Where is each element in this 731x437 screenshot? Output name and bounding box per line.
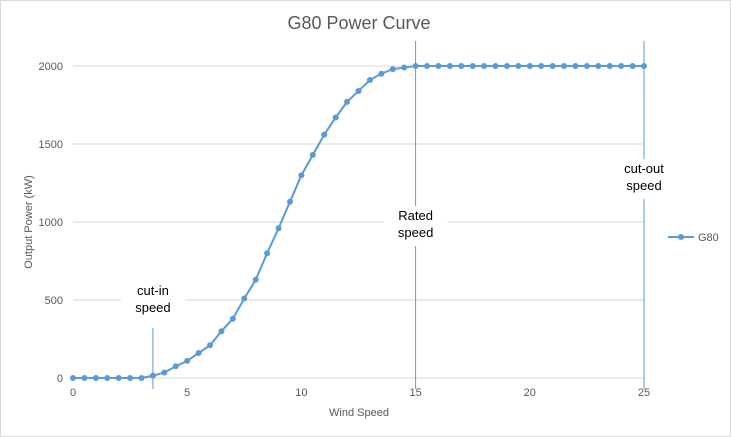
data-point (583, 63, 590, 69)
data-point (104, 375, 111, 381)
annotation-rated-line: speed (398, 225, 433, 240)
x-axis-label: Wind Speed (329, 407, 389, 419)
data-point (561, 63, 568, 69)
x-tick-label: 25 (638, 387, 650, 399)
annotation-cut-in-line: speed (135, 300, 170, 315)
annotation-rated-line: Rated (398, 208, 433, 223)
annotations: cut-in speed Rated speed cut-out speed (120, 159, 676, 321)
data-point (446, 63, 453, 69)
data-point (264, 250, 271, 257)
y-tick-label: 1000 (39, 217, 63, 229)
y-axis-label: Output Power (kW) (23, 175, 35, 269)
data-point (229, 315, 236, 322)
data-point (241, 295, 248, 302)
data-point (595, 63, 602, 69)
annotation-cut-in-line: cut-in (137, 283, 169, 298)
annotation-cut-out-line: speed (626, 178, 661, 193)
chart-title: G80 Power Curve (287, 13, 430, 33)
data-point (618, 63, 625, 69)
annotation-bg-cut-in (120, 281, 185, 321)
data-point (252, 276, 259, 283)
data-point (401, 64, 408, 71)
data-point (572, 63, 579, 69)
data-point (378, 70, 385, 77)
data-point (366, 77, 373, 84)
data-point (492, 63, 499, 69)
data-point (355, 87, 362, 94)
y-tick-label: 1500 (39, 139, 63, 151)
data-point (298, 172, 305, 179)
annotation-cut-out-line: cut-out (624, 161, 664, 176)
annotation-bg-rated (383, 206, 448, 246)
series-layer (70, 63, 647, 381)
data-point (481, 63, 488, 69)
data-point (115, 375, 122, 381)
x-tick-label: 15 (409, 387, 421, 399)
data-point (538, 63, 545, 69)
data-point (424, 63, 431, 69)
data-point (458, 63, 465, 69)
data-point (435, 63, 442, 69)
data-point (207, 342, 214, 349)
data-point (127, 375, 134, 381)
y-axis: 0 500 1000 1500 2000 (39, 61, 63, 385)
data-point (81, 375, 88, 381)
x-axis: 0 5 10 15 20 25 (70, 377, 650, 399)
legend: G80 (668, 232, 719, 244)
data-point (286, 198, 293, 205)
data-point (549, 63, 556, 69)
legend-label: G80 (698, 232, 719, 244)
y-tick-label: 0 (57, 373, 63, 385)
data-point (92, 375, 99, 381)
data-point (172, 363, 179, 370)
data-point (138, 375, 145, 381)
data-point (149, 372, 156, 379)
x-tick-label: 5 (184, 387, 190, 399)
data-point (184, 357, 191, 364)
data-point (218, 328, 225, 335)
data-point (629, 63, 636, 69)
data-point (332, 114, 339, 121)
gridlines (73, 65, 644, 301)
data-point (389, 66, 396, 73)
y-tick-label: 500 (45, 295, 63, 307)
y-tick-label: 2000 (39, 61, 63, 73)
x-tick-label: 10 (295, 387, 307, 399)
data-point (321, 131, 328, 138)
data-point (344, 98, 351, 105)
data-point (641, 63, 647, 69)
x-tick-label: 0 (70, 387, 76, 399)
data-point (412, 63, 419, 69)
legend-marker (678, 234, 684, 240)
data-point (515, 63, 522, 69)
data-point (469, 63, 476, 69)
x-tick-label: 20 (524, 387, 536, 399)
data-point (309, 151, 316, 158)
data-point (70, 375, 76, 381)
annotation-bg-cut-out (612, 159, 676, 199)
data-point (503, 63, 510, 69)
data-point (275, 225, 282, 232)
data-point (526, 63, 533, 69)
data-point (606, 63, 613, 69)
data-point (195, 350, 202, 357)
data-point (161, 369, 168, 376)
